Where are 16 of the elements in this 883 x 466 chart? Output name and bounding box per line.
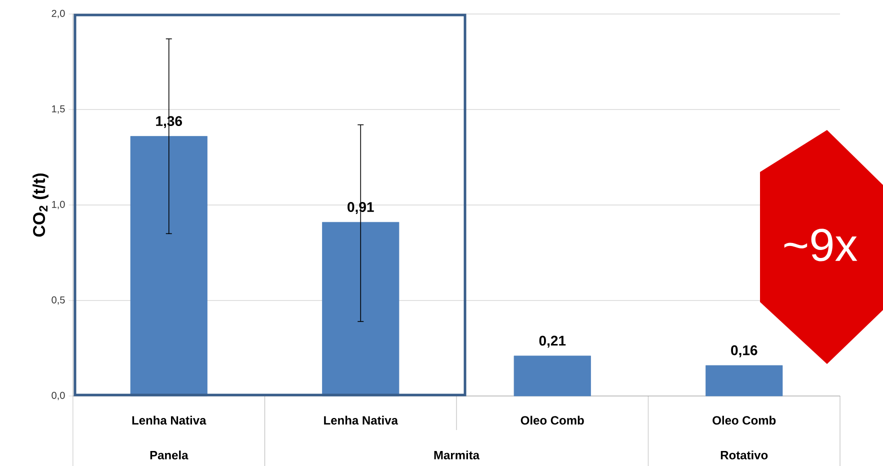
text: Marmita [434,450,480,460]
x-tick-label: Oleo Comb [712,416,776,425]
data-label: 0,21 [539,336,566,348]
y-tick-label: 0,5 [52,296,65,305]
y-tick-label: 1,0 [52,200,65,210]
text: Panela [150,450,188,460]
y-tick-label: 2,0 [52,10,65,18]
x-tick-label: Lenha Nativa [132,416,206,425]
annotation: ~9x [784,228,858,262]
x-tick-label: Lenha Nativa [324,416,398,425]
y-tick-label: 1,5 [52,105,65,114]
text: Rotativo [720,450,768,460]
x-tick-label: Oleo Comb [520,416,584,425]
data-label: 0,16 [731,345,758,358]
y-axis-title: CO$_{2}$ (t/t) [32,173,48,237]
y-tick-label: 0,0 [52,392,65,400]
